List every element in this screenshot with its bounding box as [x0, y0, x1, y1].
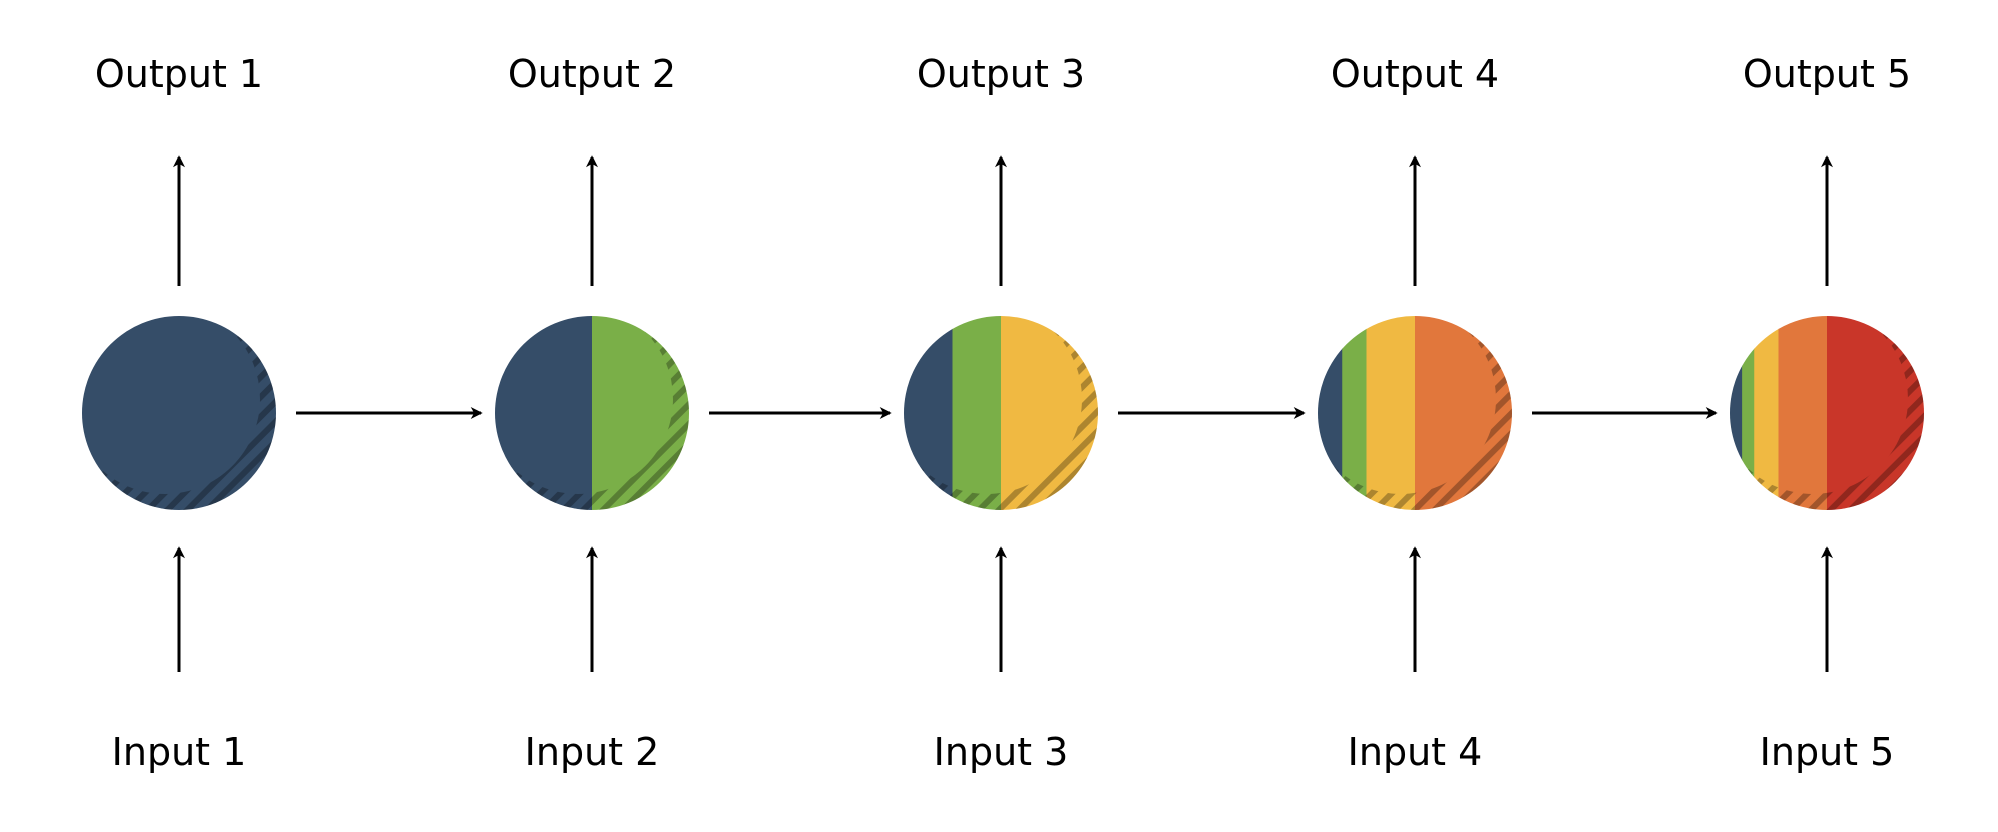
node-3 — [904, 316, 1098, 510]
input-label-5: Input 5 — [1760, 730, 1895, 774]
node-5 — [1730, 316, 1924, 510]
node-1-shading — [82, 316, 276, 510]
labels: Output 1 Input 1 Output 2 Input 2 Output 3 In… — [95, 52, 1911, 774]
output-label-2: Output 2 — [508, 52, 676, 96]
node-5-shading — [1730, 316, 1924, 510]
node-1 — [82, 316, 276, 510]
input-label-3: Input 3 — [934, 730, 1069, 774]
edges — [173, 155, 1833, 672]
node-2-shading — [495, 316, 689, 510]
node-2 — [495, 316, 689, 510]
output-label-5: Output 5 — [1743, 52, 1911, 96]
output-label-1: Output 1 — [95, 52, 263, 96]
output-label-4: Output 4 — [1331, 52, 1499, 96]
input-label-4: Input 4 — [1348, 730, 1483, 774]
output-label-3: Output 3 — [917, 52, 1085, 96]
input-label-2: Input 2 — [525, 730, 660, 774]
input-label-1: Input 1 — [112, 730, 247, 774]
node-3-shading — [904, 316, 1098, 510]
node-4 — [1318, 316, 1512, 510]
node-4-shading — [1318, 316, 1512, 510]
